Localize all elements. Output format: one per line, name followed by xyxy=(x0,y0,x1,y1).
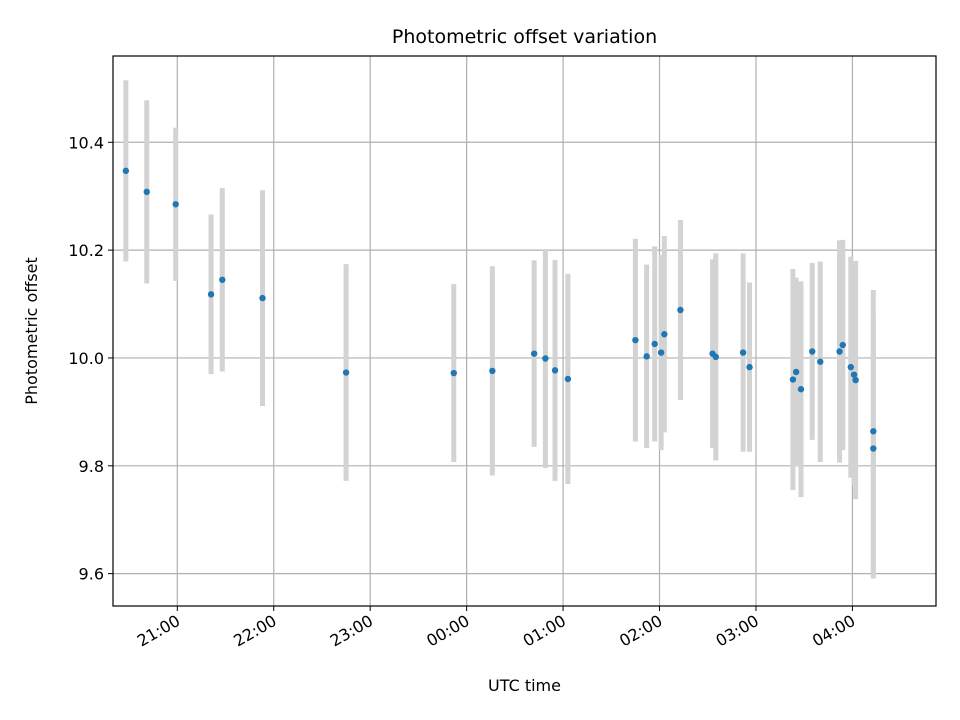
data-point xyxy=(847,363,855,371)
data-point xyxy=(789,376,797,383)
data-point xyxy=(852,376,859,384)
data-point xyxy=(207,291,215,298)
x-axis-label: UTC time xyxy=(488,676,561,695)
data-point xyxy=(643,353,650,360)
data-point xyxy=(836,348,843,355)
data-point xyxy=(551,367,559,374)
y-tick-label: 9.6 xyxy=(79,565,104,584)
data-point xyxy=(530,350,538,357)
data-point xyxy=(739,349,747,356)
chart-title: Photometric offset variation xyxy=(392,26,657,48)
data-points xyxy=(122,167,877,452)
data-point xyxy=(172,201,179,208)
data-point xyxy=(712,353,719,361)
y-tick-label: 10.4 xyxy=(68,133,104,152)
data-point xyxy=(219,276,226,283)
y-tick-label: 9.8 xyxy=(79,457,104,476)
data-point xyxy=(450,369,457,377)
data-point xyxy=(143,188,150,196)
data-point xyxy=(792,368,800,376)
data-point xyxy=(746,363,753,371)
data-point xyxy=(797,386,805,393)
data-point xyxy=(839,341,846,349)
data-point xyxy=(809,348,816,355)
data-point xyxy=(489,367,496,375)
y-axis: 9.6 9.8 10.0 10.2 10.4 xyxy=(68,133,113,584)
y-axis-label: Photometric offset xyxy=(22,257,41,405)
data-point xyxy=(542,355,549,362)
data-point xyxy=(122,167,130,175)
data-point xyxy=(342,369,350,376)
data-point xyxy=(870,428,877,435)
data-point xyxy=(817,358,824,365)
data-point xyxy=(564,375,572,383)
data-point xyxy=(677,306,684,314)
data-point xyxy=(870,445,877,452)
data-point xyxy=(850,371,858,378)
data-point xyxy=(651,340,658,348)
y-tick-label: 10.2 xyxy=(68,241,104,260)
data-point xyxy=(661,331,668,338)
y-tick-label: 10.0 xyxy=(68,349,104,368)
data-point xyxy=(632,336,639,344)
data-point xyxy=(657,349,665,356)
plot-frame xyxy=(112,55,937,607)
data-point xyxy=(259,294,266,302)
